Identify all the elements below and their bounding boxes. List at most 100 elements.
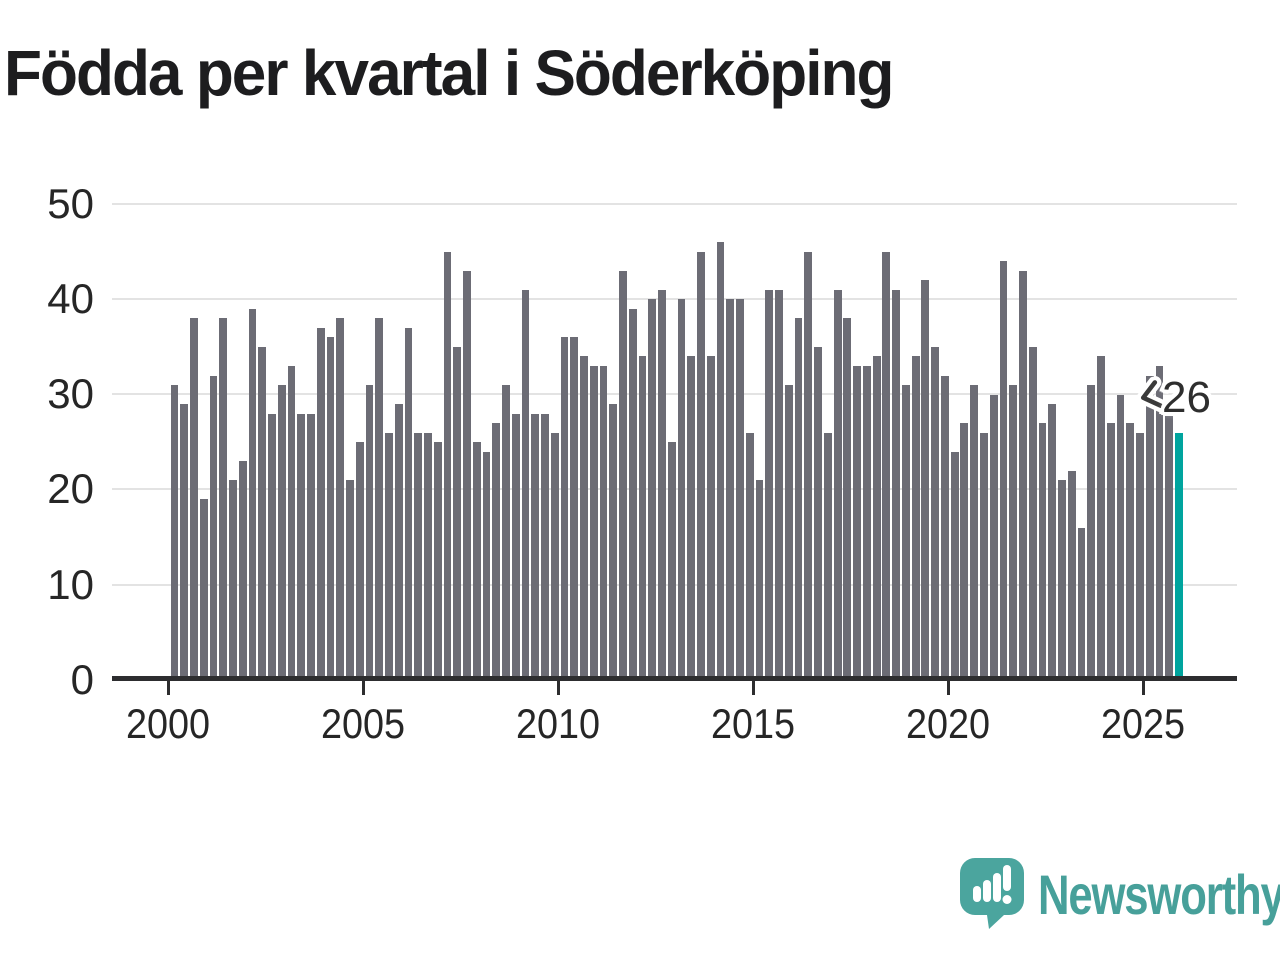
bar xyxy=(385,432,393,681)
bar xyxy=(560,337,569,681)
bar xyxy=(170,385,179,681)
bar xyxy=(950,451,959,681)
bar xyxy=(238,461,247,681)
bar xyxy=(248,308,257,681)
newsworthy-logo: Newsworthy xyxy=(960,858,1280,930)
grid-line xyxy=(112,393,1237,396)
x-axis-label: 2005 xyxy=(321,700,406,747)
bar xyxy=(287,366,296,681)
bar xyxy=(804,251,813,681)
bar xyxy=(394,404,403,681)
chart-title: Födda per kvartal i Söderköping xyxy=(4,37,894,109)
bar xyxy=(531,413,540,681)
bar xyxy=(823,432,832,681)
bar xyxy=(1009,385,1018,681)
bar xyxy=(921,280,930,681)
bar xyxy=(784,385,793,681)
x-axis-line xyxy=(112,675,1237,681)
bar xyxy=(209,375,218,681)
bar xyxy=(765,289,774,681)
bar xyxy=(180,404,189,681)
bar xyxy=(677,299,686,681)
bar xyxy=(492,423,501,681)
bar xyxy=(326,337,335,681)
bar xyxy=(482,451,491,681)
x-axis-label: 2010 xyxy=(516,700,601,747)
bar xyxy=(1155,366,1164,681)
x-axis-label: 2020 xyxy=(906,700,991,747)
bar xyxy=(1106,423,1115,681)
highlight-bar xyxy=(1175,432,1183,681)
bar xyxy=(999,261,1008,681)
x-axis-label: 2000 xyxy=(125,700,211,747)
bar xyxy=(892,289,901,681)
x-axis-label: 2025 xyxy=(1101,700,1186,747)
x-axis-tick xyxy=(556,680,560,695)
bar xyxy=(872,356,881,681)
x-axis-tick xyxy=(751,680,755,695)
bar xyxy=(901,385,910,681)
bar xyxy=(1048,404,1057,681)
bar xyxy=(667,442,676,681)
annotation-arrow-icon xyxy=(1136,375,1168,413)
bar xyxy=(472,442,481,681)
bar xyxy=(268,413,276,681)
bar xyxy=(502,385,510,681)
x-axis-tick xyxy=(361,680,365,695)
bar xyxy=(219,318,228,681)
bar xyxy=(706,356,715,681)
y-axis-label: 40 xyxy=(47,274,94,322)
bar xyxy=(794,318,803,681)
bar xyxy=(648,299,657,681)
bar xyxy=(1058,480,1066,681)
bar xyxy=(424,432,432,681)
bar xyxy=(277,385,286,681)
bar xyxy=(375,318,384,681)
bar xyxy=(1097,356,1105,681)
bar xyxy=(843,318,852,681)
grid-line xyxy=(112,202,1237,205)
grid-line xyxy=(112,297,1237,300)
bar xyxy=(755,480,764,681)
x-axis-tick xyxy=(166,680,170,695)
bar xyxy=(619,270,627,681)
bar xyxy=(1067,470,1076,681)
bar xyxy=(960,423,969,681)
bar xyxy=(550,432,559,681)
annotation-label: 26 xyxy=(1162,373,1211,422)
bar xyxy=(355,442,364,681)
x-axis-tick xyxy=(946,680,950,695)
bar xyxy=(453,346,462,681)
bar xyxy=(365,385,374,681)
bar xyxy=(336,318,345,681)
bar xyxy=(1087,385,1096,681)
bar xyxy=(911,356,920,681)
bar xyxy=(580,356,588,681)
bar xyxy=(297,413,306,681)
bar xyxy=(775,289,783,681)
newsworthy-logo-text: Newsworthy xyxy=(1038,862,1280,926)
bar xyxy=(862,366,871,681)
bar xyxy=(463,270,471,681)
bar xyxy=(570,337,579,681)
bar xyxy=(404,327,413,681)
y-axis-label: 50 xyxy=(47,179,94,227)
bar xyxy=(1028,346,1037,681)
bar xyxy=(1077,528,1086,681)
bar xyxy=(628,308,637,681)
bar xyxy=(199,499,208,681)
bar xyxy=(521,289,530,681)
bar xyxy=(258,346,267,681)
bar xyxy=(989,394,998,681)
bar xyxy=(1126,423,1135,681)
bar xyxy=(229,480,237,681)
bar xyxy=(346,480,354,681)
bar xyxy=(1019,270,1027,681)
bar xyxy=(979,432,988,681)
bar xyxy=(814,346,822,681)
bar xyxy=(433,442,442,681)
bar xyxy=(736,299,744,681)
bar xyxy=(687,356,696,681)
bar xyxy=(853,366,861,681)
